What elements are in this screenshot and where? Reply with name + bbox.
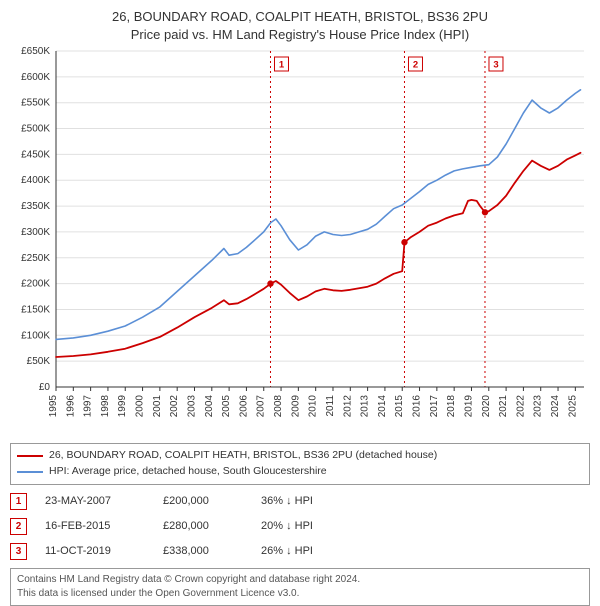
- footnote: Contains HM Land Registry data © Crown c…: [10, 568, 590, 606]
- x-tick-label: 2023: [533, 395, 544, 418]
- event-price: £200,000: [163, 495, 243, 507]
- x-tick-label: 2011: [325, 395, 336, 417]
- chart-container: 26, BOUNDARY ROAD, COALPIT HEATH, BRISTO…: [0, 0, 600, 590]
- legend: 26, BOUNDARY ROAD, COALPIT HEATH, BRISTO…: [10, 443, 590, 485]
- x-tick-label: 2020: [481, 395, 492, 418]
- x-tick-label: 2016: [412, 395, 423, 418]
- legend-item: 26, BOUNDARY ROAD, COALPIT HEATH, BRISTO…: [17, 448, 583, 464]
- y-tick-label: £650K: [21, 47, 50, 57]
- chart-title: 26, BOUNDARY ROAD, COALPIT HEATH, BRISTO…: [10, 8, 590, 43]
- y-tick-label: £400K: [21, 175, 50, 186]
- x-tick-label: 2024: [550, 395, 561, 418]
- event-marker: 1: [10, 493, 27, 510]
- event-delta: 26% ↓ HPI: [261, 545, 313, 557]
- series-line: [56, 153, 581, 357]
- x-tick-label: 2008: [273, 395, 284, 418]
- title-line-1: 26, BOUNDARY ROAD, COALPIT HEATH, BRISTO…: [10, 8, 590, 26]
- y-tick-label: £600K: [21, 72, 50, 83]
- x-tick-label: 2006: [238, 395, 249, 418]
- legend-label: 26, BOUNDARY ROAD, COALPIT HEATH, BRISTO…: [49, 448, 437, 464]
- x-tick-label: 2000: [135, 395, 146, 418]
- x-tick-label: 2022: [515, 395, 526, 418]
- event-dot: [401, 239, 407, 245]
- x-tick-label: 2007: [256, 395, 267, 418]
- x-tick-label: 2005: [221, 395, 232, 418]
- x-tick-label: 1996: [65, 395, 76, 418]
- x-tick-label: 1995: [48, 395, 59, 418]
- event-marker-number: 2: [413, 60, 418, 71]
- line-chart: £0 £50K £100K £150K £200K £250K £300K £350K £400…: [10, 47, 590, 437]
- sale-events-table: 1 23-MAY-2007 £200,000 36% ↓ HPI 2 16-FEB-201…: [10, 493, 590, 560]
- x-tick-label: 2025: [567, 395, 578, 418]
- y-tick-label: £550K: [21, 98, 50, 109]
- event-dot: [482, 209, 488, 215]
- event-price: £280,000: [163, 520, 243, 532]
- x-tick-label: 2014: [377, 395, 388, 418]
- legend-swatch: [17, 471, 43, 473]
- y-tick-label: £250K: [21, 253, 50, 264]
- x-tick-label: 2012: [342, 395, 353, 418]
- legend-item: HPI: Average price, detached house, Sout…: [17, 464, 583, 480]
- event-delta: 20% ↓ HPI: [261, 520, 313, 532]
- x-tick-label: 2015: [394, 395, 405, 418]
- event-row: 2 16-FEB-2015 £280,000 20% ↓ HPI: [10, 518, 590, 535]
- event-date: 11-OCT-2019: [45, 545, 145, 557]
- x-tick-label: 2003: [186, 395, 197, 418]
- x-tick-label: 2019: [463, 395, 474, 418]
- x-tick-label: 1997: [83, 395, 94, 418]
- x-tick-label: 2004: [204, 395, 215, 418]
- x-tick-label: 2017: [429, 395, 440, 418]
- x-tick-label: 2010: [308, 395, 319, 418]
- event-marker: 3: [10, 543, 27, 560]
- event-marker: 2: [10, 518, 27, 535]
- y-tick-label: £0: [39, 382, 51, 393]
- footnote-line-1: Contains HM Land Registry data © Crown c…: [17, 573, 583, 587]
- x-tick-label: 2001: [152, 395, 163, 418]
- event-delta: 36% ↓ HPI: [261, 495, 313, 507]
- x-tick-label: 2002: [169, 395, 180, 418]
- x-tick-label: 1998: [100, 395, 111, 418]
- event-date: 23-MAY-2007: [45, 495, 145, 507]
- y-tick-label: £300K: [21, 227, 50, 238]
- y-tick-label: £200K: [21, 279, 50, 290]
- event-marker-number: 1: [279, 60, 285, 71]
- y-tick-label: £100K: [21, 330, 50, 341]
- series-line: [56, 90, 581, 340]
- event-dot: [267, 281, 273, 287]
- event-row: 1 23-MAY-2007 £200,000 36% ↓ HPI: [10, 493, 590, 510]
- title-line-2: Price paid vs. HM Land Registry's House …: [10, 26, 590, 44]
- x-tick-label: 2013: [360, 395, 371, 418]
- y-tick-label: £500K: [21, 124, 50, 135]
- legend-label: HPI: Average price, detached house, Sout…: [49, 464, 327, 480]
- legend-swatch: [17, 455, 43, 457]
- event-date: 16-FEB-2015: [45, 520, 145, 532]
- event-price: £338,000: [163, 545, 243, 557]
- y-tick-label: £150K: [21, 305, 50, 316]
- y-tick-label: £350K: [21, 201, 50, 212]
- chart-svg: £0 £50K £100K £150K £200K £250K £300K £350K £400…: [10, 47, 590, 437]
- footnote-line-2: This data is licensed under the Open Gov…: [17, 587, 583, 601]
- x-tick-label: 2021: [498, 395, 509, 418]
- y-tick-label: £450K: [21, 149, 50, 160]
- x-tick-label: 2018: [446, 395, 457, 418]
- event-marker-number: 3: [493, 60, 498, 71]
- event-row: 3 11-OCT-2019 £338,000 26% ↓ HPI: [10, 543, 590, 560]
- x-tick-label: 1999: [117, 395, 128, 418]
- x-tick-label: 2009: [290, 395, 301, 418]
- y-tick-label: £50K: [27, 356, 51, 367]
